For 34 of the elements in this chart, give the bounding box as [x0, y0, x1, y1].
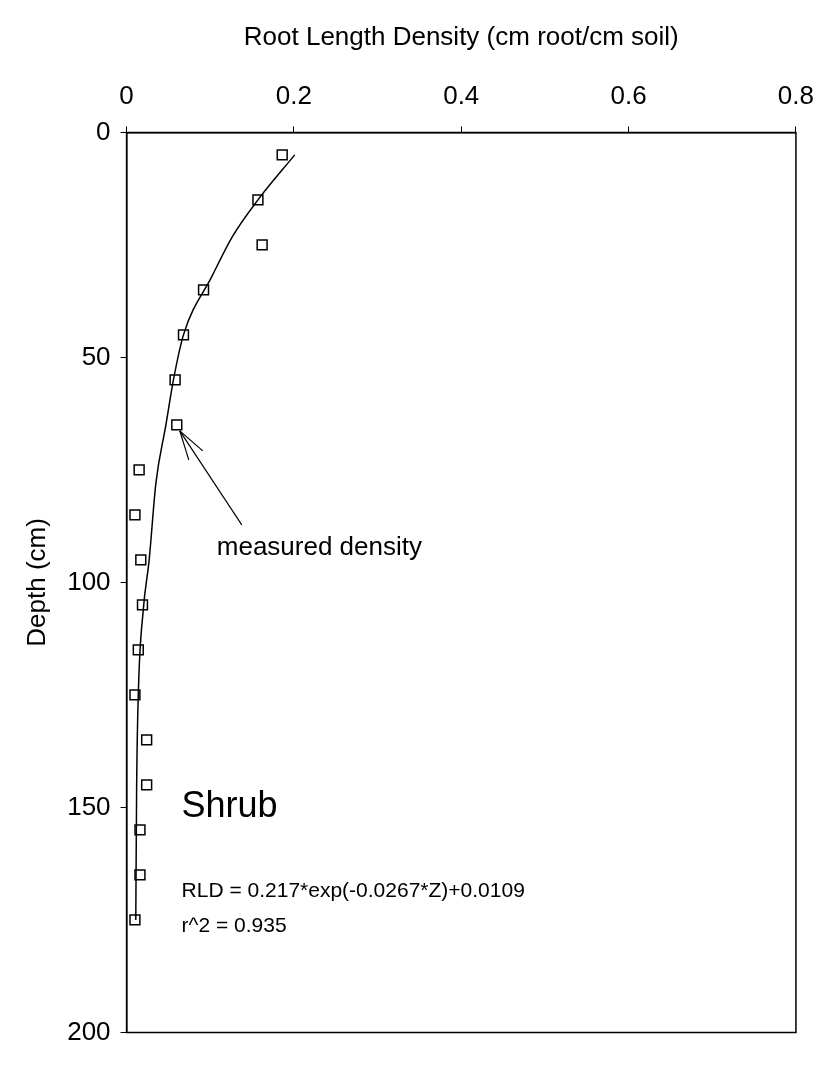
point	[129, 509, 141, 521]
point	[169, 374, 181, 386]
x-tick-label: 0.8	[777, 79, 815, 110]
y-axis-title: Depth (cm)	[20, 518, 51, 647]
point	[133, 464, 145, 476]
point	[140, 734, 153, 746]
y-tick-label: 0	[96, 115, 111, 146]
point	[256, 239, 268, 251]
annotation: Shrub	[181, 784, 278, 826]
point	[129, 914, 141, 926]
point	[136, 599, 149, 611]
annotation: RLD = 0.217*exp(-0.0267*Z)+0.0109	[181, 878, 525, 902]
point	[197, 284, 210, 296]
y-tick-label: 50	[81, 340, 111, 371]
annotation: measured density	[216, 530, 423, 561]
x-axis-title: Root Length Density (cm root/cm soil)	[243, 20, 679, 51]
y-tick-label: 200	[67, 1015, 111, 1046]
point	[135, 554, 147, 566]
annotation: r^2 = 0.935	[181, 913, 287, 937]
point	[276, 149, 288, 161]
y-tick-label: 100	[67, 565, 111, 596]
point	[252, 194, 264, 206]
x-tick-label: 0.6	[610, 79, 647, 110]
y-tick-label: 150	[67, 790, 111, 821]
x-tick-label: 0.2	[275, 79, 312, 110]
point	[171, 419, 183, 431]
point	[129, 689, 141, 701]
text: 0	[119, 79, 134, 110]
point	[177, 329, 190, 341]
point	[132, 644, 144, 656]
point	[134, 824, 146, 836]
point	[140, 779, 153, 791]
x-tick-label: 0.4	[443, 79, 480, 110]
point	[134, 869, 146, 881]
